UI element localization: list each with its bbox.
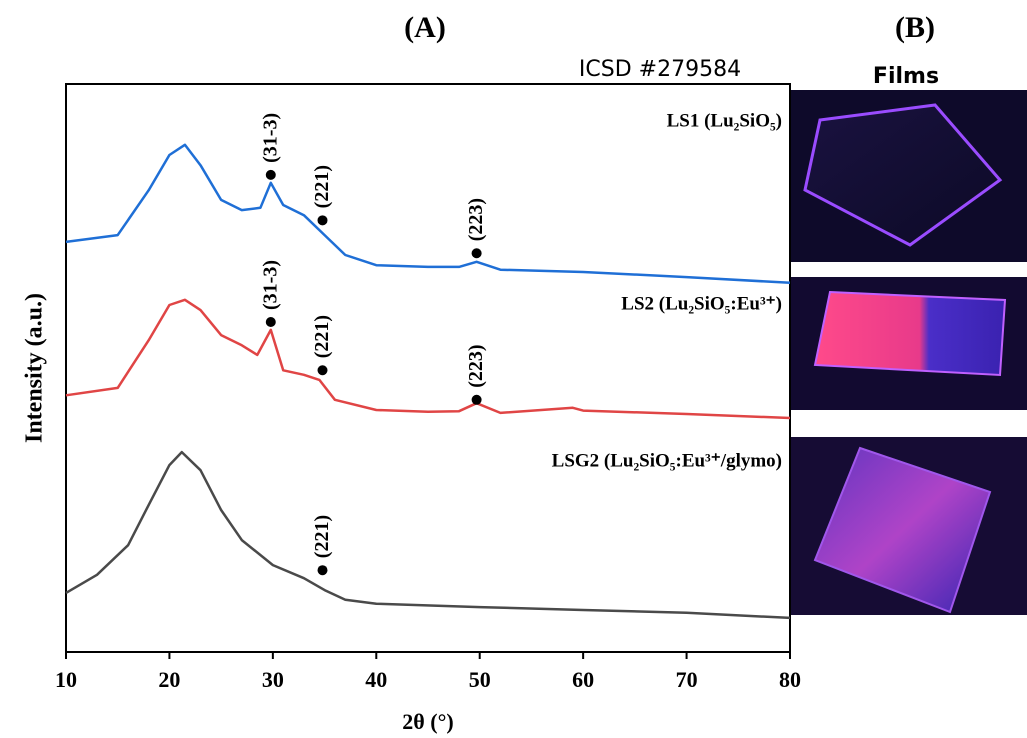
series-label: LSG2 (Lu₂SiO₅:Eu³⁺/glymo): [552, 450, 782, 471]
peak-label: (223): [465, 344, 487, 387]
peak-label: (221): [311, 315, 333, 358]
plot-frame: [66, 84, 790, 652]
peak-label: (221): [311, 515, 333, 558]
peak-marker: [472, 395, 482, 405]
peak-marker: [266, 170, 276, 180]
x-tick-label: 30: [262, 667, 284, 692]
subtitle: ICSD #279584: [579, 57, 741, 82]
peak-label: (221): [311, 165, 333, 208]
series-label: LS2 (Lu₂SiO₅:Eu³⁺): [621, 293, 782, 314]
peak-marker: [266, 317, 276, 327]
y-axis-label: Intensity (a.u.): [22, 293, 48, 443]
x-tick-label: 10: [55, 667, 77, 692]
peak-marker: [472, 248, 482, 258]
panel-a-title: (A): [404, 11, 446, 44]
x-tick-label: 20: [158, 667, 180, 692]
x-tick-label: 50: [469, 667, 491, 692]
peak-label: (223): [465, 198, 487, 241]
x-tick-label: 80: [779, 667, 801, 692]
series-line: [66, 145, 790, 283]
peak-label: (31-3): [259, 113, 281, 163]
series-label: LS1 (Lu₂SiO₅): [667, 110, 782, 131]
panel-b-title: (B): [895, 11, 935, 44]
peak-marker: [318, 215, 328, 225]
series-line: [66, 452, 790, 618]
x-tick-label: 40: [365, 667, 387, 692]
series-line: [66, 300, 790, 418]
peak-marker: [318, 365, 328, 375]
figure: (A) (B) ICSD #279584 Films 2θ (°) Intens…: [0, 0, 1027, 738]
x-tick-label: 60: [572, 667, 594, 692]
films-label: Films: [873, 64, 939, 89]
peak-label: (31-3): [259, 260, 281, 310]
x-tick-label: 70: [676, 667, 698, 692]
x-axis-label: 2θ (°): [402, 709, 453, 734]
photo: [790, 90, 1027, 615]
peak-marker: [318, 565, 328, 575]
